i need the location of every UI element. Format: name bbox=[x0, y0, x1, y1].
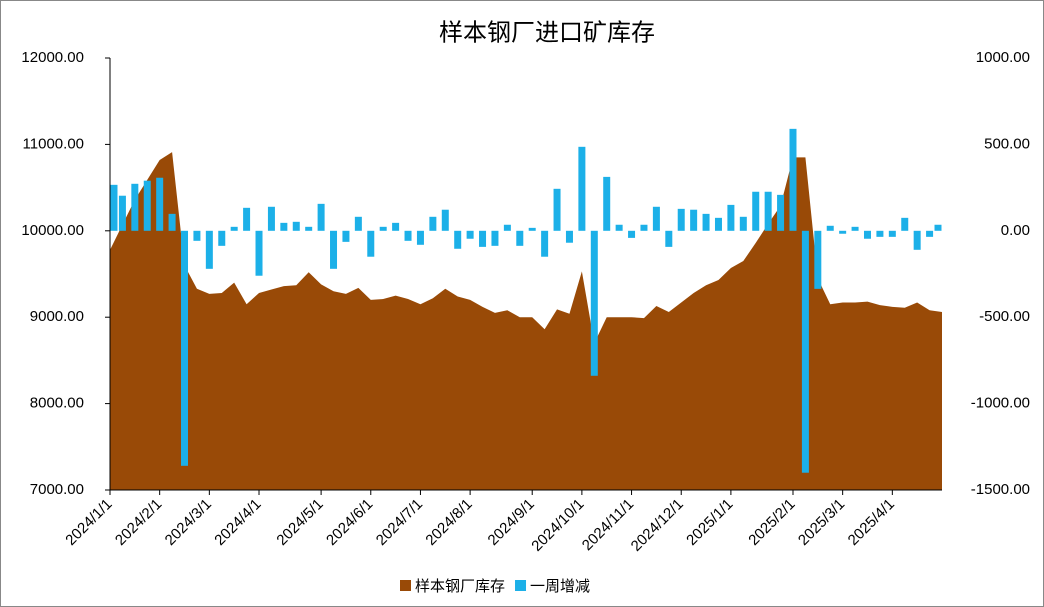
y2-tick-label: -1000.00 bbox=[971, 395, 1030, 412]
y2-tick-label: -500.00 bbox=[979, 308, 1030, 325]
bar bbox=[888, 230, 896, 237]
bar bbox=[168, 213, 176, 231]
bar bbox=[926, 230, 934, 237]
bar bbox=[205, 230, 213, 269]
y-tick-label: 10000.00 bbox=[21, 222, 84, 239]
bar bbox=[541, 230, 549, 257]
bar bbox=[640, 224, 648, 231]
bar bbox=[392, 222, 400, 231]
bar bbox=[839, 230, 847, 234]
bar bbox=[553, 188, 561, 231]
bar bbox=[181, 230, 189, 466]
bar bbox=[330, 230, 338, 269]
bar bbox=[280, 222, 288, 231]
bar bbox=[578, 146, 586, 231]
y-tick-label: 7000.00 bbox=[30, 481, 84, 498]
bar bbox=[652, 206, 660, 231]
bar bbox=[454, 230, 462, 249]
bar bbox=[503, 224, 511, 231]
legend-swatch bbox=[515, 580, 527, 591]
y-tick-label: 12000.00 bbox=[21, 49, 84, 66]
bar bbox=[193, 230, 201, 241]
bar bbox=[801, 230, 809, 473]
bar bbox=[230, 226, 238, 231]
y2-tick-label: 1000.00 bbox=[976, 49, 1030, 66]
bar bbox=[218, 230, 226, 246]
bar bbox=[156, 177, 164, 231]
chart-title: 样本钢厂进口矿库存 bbox=[439, 19, 655, 46]
legend-label: 样本钢厂库存 bbox=[415, 578, 505, 595]
bar bbox=[702, 213, 710, 231]
bar bbox=[764, 191, 772, 231]
bar bbox=[752, 191, 760, 231]
bar bbox=[934, 224, 942, 231]
bar bbox=[677, 208, 685, 231]
bar bbox=[255, 230, 263, 276]
bar bbox=[739, 216, 747, 231]
bar bbox=[528, 227, 536, 231]
bar bbox=[727, 204, 735, 231]
bar bbox=[665, 230, 673, 247]
bar bbox=[379, 226, 387, 231]
bar bbox=[404, 230, 412, 241]
bar bbox=[110, 184, 118, 231]
y-tick-label: 9000.00 bbox=[30, 308, 84, 325]
bar bbox=[292, 221, 300, 231]
bar bbox=[429, 216, 437, 231]
bar bbox=[516, 230, 524, 246]
bar bbox=[789, 128, 797, 231]
bar bbox=[367, 230, 375, 257]
bar bbox=[354, 216, 362, 231]
bar bbox=[416, 230, 424, 245]
bar bbox=[777, 194, 785, 231]
bar bbox=[118, 195, 126, 231]
legend-swatch bbox=[400, 580, 411, 591]
bar bbox=[479, 230, 487, 247]
bar bbox=[628, 230, 636, 238]
bar bbox=[603, 176, 611, 231]
bar bbox=[615, 224, 623, 231]
bar bbox=[876, 230, 884, 237]
y-tick-label: 8000.00 bbox=[30, 395, 84, 412]
bar bbox=[342, 230, 350, 242]
bar bbox=[826, 225, 834, 231]
bar bbox=[863, 230, 871, 239]
y-tick-label: 11000.00 bbox=[23, 135, 84, 152]
y2-tick-label: 0.00 bbox=[1001, 222, 1030, 239]
bar bbox=[714, 217, 722, 231]
y2-tick-label: 500.00 bbox=[984, 135, 1030, 152]
legend-label: 一周增减 bbox=[530, 578, 590, 595]
bar bbox=[690, 209, 698, 231]
bar bbox=[466, 230, 474, 239]
bar bbox=[305, 226, 313, 231]
bar bbox=[590, 230, 598, 376]
y2-tick-label: -1500.00 bbox=[971, 481, 1030, 498]
bar bbox=[901, 217, 909, 231]
bar bbox=[317, 203, 325, 231]
bar bbox=[491, 230, 499, 246]
area bbox=[110, 152, 942, 490]
bar bbox=[851, 226, 859, 231]
bar bbox=[267, 206, 275, 231]
bar bbox=[143, 180, 151, 231]
bar bbox=[131, 183, 139, 231]
bar bbox=[565, 230, 573, 243]
bar bbox=[913, 230, 921, 250]
bar bbox=[814, 230, 822, 289]
bar bbox=[243, 207, 251, 231]
bar bbox=[441, 209, 449, 231]
